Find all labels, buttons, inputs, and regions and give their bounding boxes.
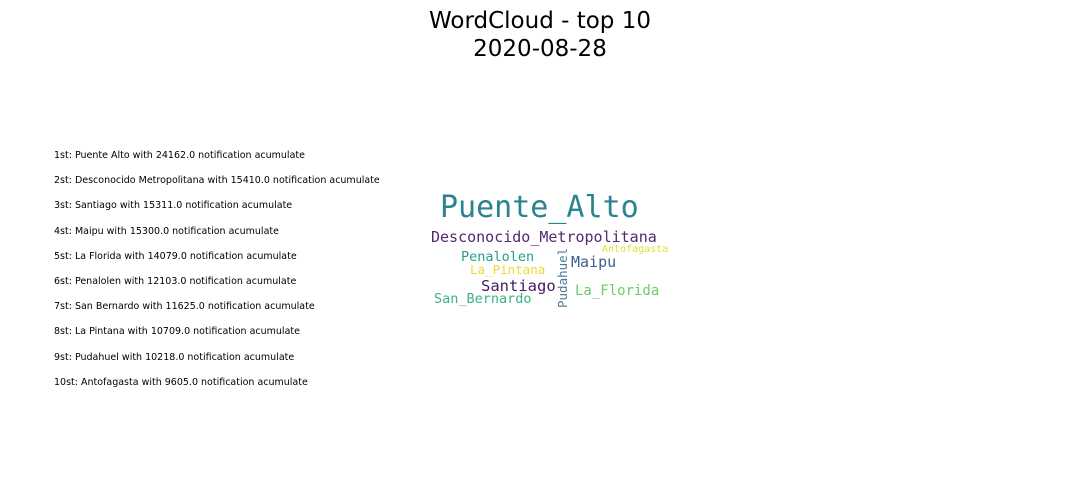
ranking-item-6: 6st: Penalolen with 12103.0 notification…	[54, 275, 297, 287]
cloud-word-santiago: Santiago	[481, 277, 556, 295]
word-cloud: Puente_Alto Desconocido_Metropolitana Sant…	[425, 185, 690, 315]
cloud-word-puente-alto: Puente_Alto	[440, 190, 639, 225]
cloud-word-maipu: Maipu	[571, 253, 617, 271]
ranking-item-3: 3st: Santiago with 15311.0 notification …	[54, 200, 293, 212]
ranking-item-7: 7st: San Bernardo with 11625.0 notificat…	[54, 301, 315, 313]
chart-title: WordCloud - top 10	[428, 8, 651, 34]
cloud-word-antofagasta: Antofagasta	[602, 244, 669, 255]
cloud-word-penalolen: Penalolen	[461, 249, 535, 265]
ranking-item-2: 2st: Desconocido Metropolitana with 1541…	[54, 175, 380, 187]
cloud-word-san-bernardo: San_Bernardo	[434, 291, 532, 307]
cloud-word-desconocido-metropolitana: Desconocido_Metropolitana	[431, 228, 657, 246]
cloud-word-pudahuel: Pudahuel	[555, 247, 570, 308]
ranking-item-5: 5st: La Florida with 14079.0 notificatio…	[54, 250, 297, 262]
ranking-item-10: 10st: Antofagasta with 9605.0 notificati…	[54, 376, 308, 388]
ranking-item-4: 4st: Maipu with 15300.0 notification acu…	[54, 225, 279, 237]
chart-subtitle-date: 2020-08-28	[473, 36, 607, 62]
cloud-word-la-pintana: La_Pintana	[470, 262, 546, 277]
ranking-item-8: 8st: La Pintana with 10709.0 notificatio…	[54, 326, 300, 338]
cloud-word-la-florida: La_Florida	[575, 283, 660, 299]
ranking-item-1: 1st: Puente Alto with 24162.0 notificati…	[54, 150, 305, 161]
ranking-list: 1st: Puente Alto with 24162.0 notificati…	[54, 150, 380, 402]
ranking-item-9: 9st: Pudahuel with 10218.0 notification …	[54, 351, 295, 363]
